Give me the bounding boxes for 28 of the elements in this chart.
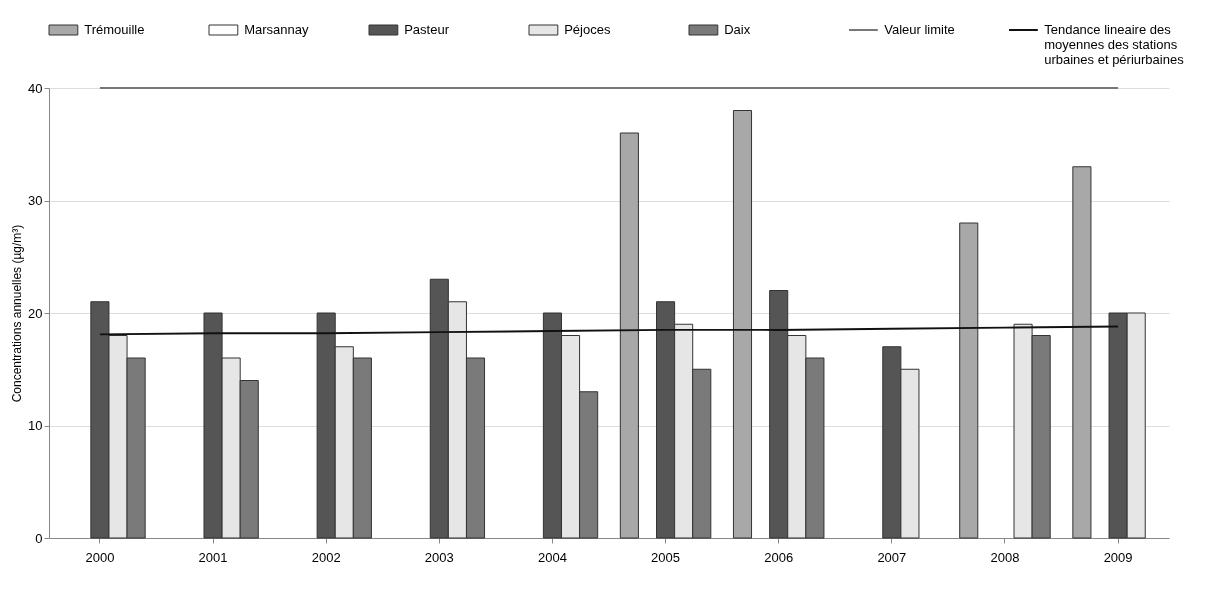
legend-label: Tendance lineaire des moyennes des stations urbaines et périurbaines xyxy=(1044,22,1185,67)
x-tick-label: 2008 xyxy=(990,549,1020,565)
legend-label: Trémouille xyxy=(84,22,145,37)
legend-label: Daix xyxy=(724,22,751,37)
y-tick-label: 0 xyxy=(35,530,43,546)
line-series xyxy=(98,325,1120,336)
legend-label: Pasteur xyxy=(404,22,450,37)
x-tick-label: 2005 xyxy=(651,549,681,565)
x-tick-label: 2002 xyxy=(311,549,341,565)
y-tick-label: 20 xyxy=(28,305,43,321)
x-tick-label: 2006 xyxy=(764,549,794,565)
x-tick-label: 2009 xyxy=(1103,549,1133,565)
bar xyxy=(732,110,753,539)
y-tick-label: 30 xyxy=(28,193,43,208)
y-axis-title: Concentrations annuelles (µg/m³) xyxy=(10,224,25,403)
bar xyxy=(1072,166,1092,539)
bar xyxy=(959,222,979,539)
x-tick-label: 2003 xyxy=(424,549,454,565)
x-tick-label: 2007 xyxy=(877,549,907,565)
x-tick-label: 2001 xyxy=(198,549,228,565)
y-tick-label: 10 xyxy=(28,418,43,433)
bar xyxy=(619,132,639,539)
legend-label: Marsannay xyxy=(244,22,310,37)
y-tick-label: 40 xyxy=(28,80,43,96)
legend-label: Péjoces xyxy=(564,22,611,37)
x-tick-label: 2004 xyxy=(537,549,567,565)
legend-label: Valeur limite xyxy=(884,22,955,37)
x-tick-label: 2000 xyxy=(85,549,115,565)
